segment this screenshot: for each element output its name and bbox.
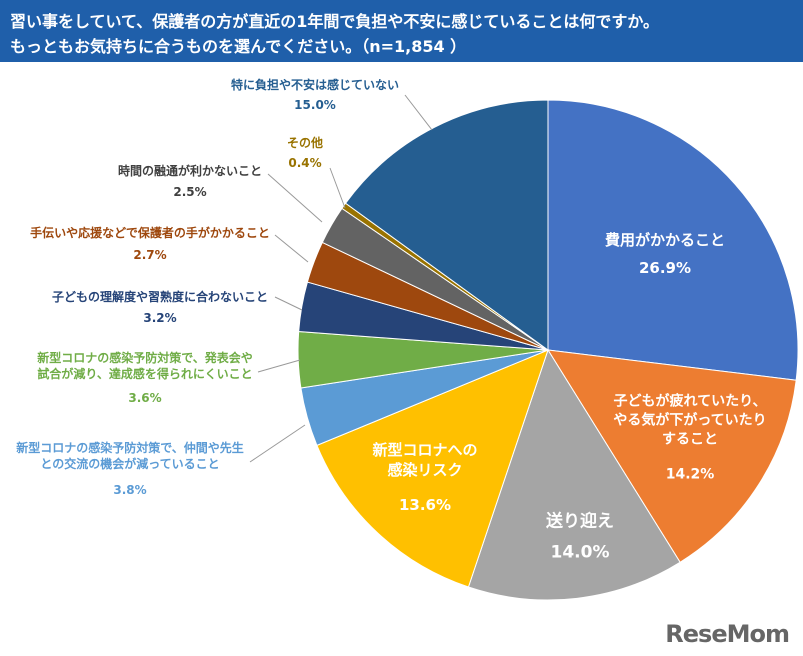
slice-label: 時間の融通が利かないこと [117,163,263,178]
slice-label: 新型コロナの感染予防対策で、仲間や先生との交流の機会が減っていること [16,440,244,471]
pie-slice [344,99,549,351]
leader-line [274,296,303,311]
slice-label: 子どもが疲れていたり、やる気が下がっていたりすること [613,393,767,448]
value-label: 15.0% [294,97,336,112]
pie-slice [547,349,797,563]
slice-label: 新型コロナの感染予防対策で、発表会や試合が減り、達成感を得られにくいこと [37,350,253,381]
slice-label: 手伝いや応援などで保護者の手がかかること [30,225,270,240]
leader-line [329,167,346,209]
slice-label: その他 [286,135,324,150]
header: 習い事をしていて、保護者の方が直近の1年間で負担や不安に感じていることは何ですか… [0,0,803,62]
chart-subtitle: もっともお気持ちに合うものを選んでください。（n=1,854 ） [10,37,467,56]
pie-slice [467,348,681,601]
logo: ReseMom [665,620,790,648]
value-label: 14.2% [665,466,715,483]
value-label: 3.6% [128,390,162,405]
value-label: 13.6% [398,495,452,514]
value-label: 2.7% [133,247,167,262]
slice-label: 子どもの理解度や習熟度に合わないこと [51,289,269,304]
leader-line [274,234,309,263]
slice-label: 費用がかかること [604,230,726,249]
leader-line [267,173,323,223]
value-label: 3.8% [113,482,147,497]
leader-line [249,424,306,463]
leader-line [257,359,301,373]
leader-line [404,94,433,131]
value-label: 2.5% [173,184,207,199]
pie-slice [316,349,549,588]
chart-title: 習い事をしていて、保護者の方が直近の1年間で負担や不安に感じていることは何ですか… [10,12,660,31]
pie-slice [547,99,799,381]
slice-label: 特に負担や不安は感じていない [230,77,400,92]
value-label: 3.2% [143,310,177,325]
slice-label: 送り迎え [546,511,614,532]
value-label: 26.9% [638,258,692,277]
value-label: 0.4% [288,155,322,170]
value-label: 14.0% [550,542,610,563]
slice-label: 新型コロナへの感染リスク [372,440,478,479]
